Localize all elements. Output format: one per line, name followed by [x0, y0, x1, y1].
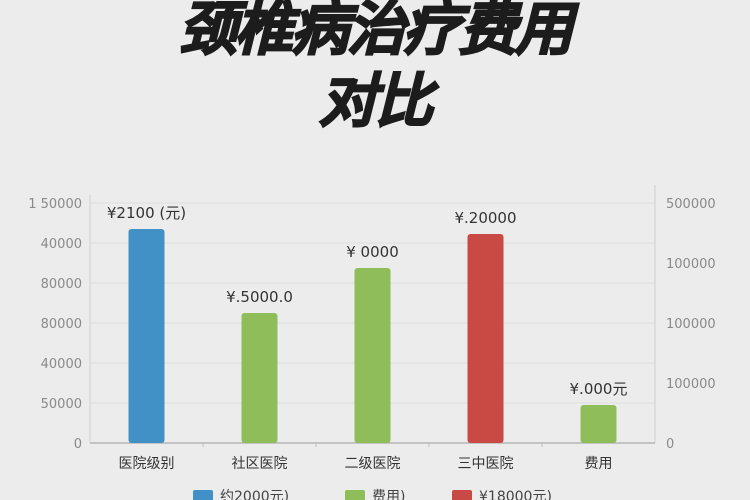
right-tick-label: 500000 [666, 197, 716, 212]
bar-2 [354, 268, 391, 443]
legend-label: ¥18000元) [479, 489, 552, 500]
category-label: 二级医院 [345, 456, 401, 472]
left-tick-label: 40000 [41, 237, 82, 252]
data-label: ¥.20000 [454, 209, 516, 227]
data-label: ¥2100 (元) [107, 204, 186, 222]
left-tick-label: 40000 [41, 357, 82, 372]
right-tick-label: 0 [666, 437, 674, 452]
left-tick-label: 80000 [41, 317, 82, 332]
legend-swatch [193, 490, 213, 500]
legend-swatch [452, 490, 472, 500]
bar-1 [241, 313, 278, 443]
left-tick-label: 50000 [41, 397, 82, 412]
right-tick-label: 100000 [666, 257, 716, 272]
chart-title-line1: 颈椎病治疗费用 [178, 0, 574, 63]
data-label: ¥.5000.0 [226, 288, 293, 306]
bar-4 [580, 405, 617, 443]
right-tick-label: 100000 [666, 317, 716, 332]
bar-0 [128, 229, 165, 443]
category-label: 三中医院 [458, 456, 514, 472]
category-label: 费用 [585, 456, 613, 472]
chart-title-line2: 对比 [318, 67, 434, 135]
right-tick-label: 100000 [666, 377, 716, 392]
left-tick-label: 0 [74, 437, 82, 452]
data-label: ¥.000元 [570, 380, 628, 398]
left-tick-label: 1 50000 [28, 197, 82, 212]
legend-label: 约2000元) [220, 489, 289, 500]
category-label: 社区医院 [232, 456, 288, 472]
data-label: ¥ 0000 [346, 243, 399, 261]
legend-swatch [345, 490, 365, 500]
legend-label: 费用) [372, 489, 405, 500]
category-label: 医院级别 [119, 456, 175, 472]
left-tick-label: 80000 [41, 277, 82, 292]
bar-3 [467, 234, 504, 443]
